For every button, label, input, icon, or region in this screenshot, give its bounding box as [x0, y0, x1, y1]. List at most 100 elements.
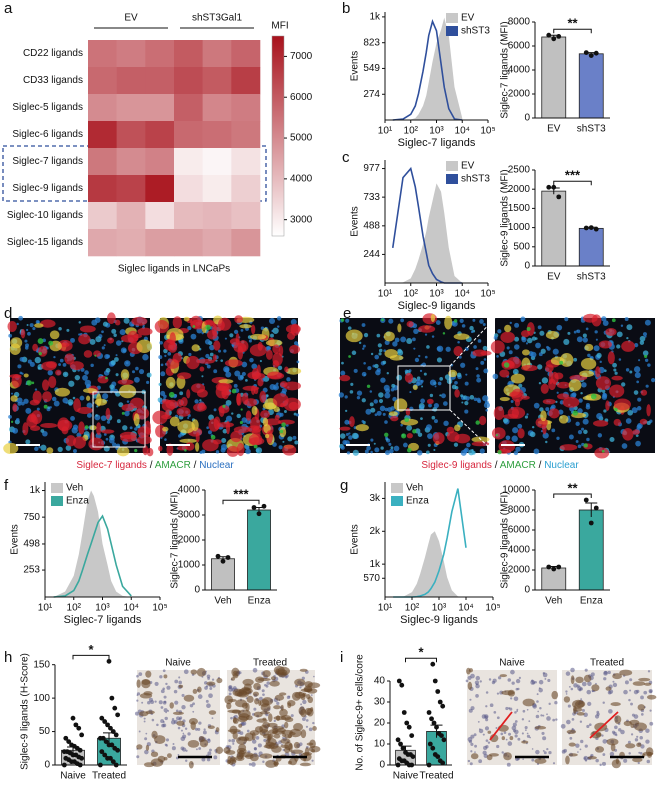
x-tick-label: 10⁴	[458, 603, 473, 614]
nucleus	[374, 354, 380, 360]
caption-part: /	[492, 460, 500, 471]
heat-cell	[202, 229, 232, 257]
stain	[216, 677, 223, 684]
stain	[114, 319, 121, 326]
stain	[506, 356, 522, 369]
nucleus	[434, 385, 437, 388]
cell	[587, 701, 592, 706]
stain	[131, 316, 148, 326]
y-tick-label: 1k	[369, 559, 381, 570]
stain	[401, 433, 407, 439]
stain	[48, 375, 57, 388]
nucleus	[95, 432, 102, 439]
nucleus	[533, 448, 540, 455]
nucleus	[644, 319, 651, 326]
cell	[608, 709, 613, 714]
cell	[629, 678, 633, 682]
nucleus	[443, 420, 449, 427]
nucleus	[173, 394, 178, 398]
cell	[579, 720, 583, 723]
nucleus	[34, 446, 39, 452]
cell	[537, 710, 539, 713]
x-tick-label: Veh	[545, 596, 562, 607]
cell	[602, 753, 606, 756]
cell	[623, 689, 628, 695]
stain	[388, 411, 398, 417]
nucleus	[529, 431, 536, 438]
x-tick-label: 10³	[429, 289, 444, 300]
colorbar-tick-label: 4000	[290, 173, 313, 184]
cell	[253, 707, 257, 711]
nucleus	[385, 388, 391, 394]
cell	[474, 744, 477, 748]
nucleus	[361, 419, 365, 423]
heat-cell	[174, 202, 203, 230]
nucleus	[457, 341, 460, 344]
cell	[563, 748, 568, 753]
cell	[178, 680, 182, 685]
stain	[244, 732, 254, 742]
cell	[189, 703, 194, 708]
data-point	[215, 553, 221, 559]
stain	[632, 681, 646, 686]
column-group-label: shST3Gal1	[192, 13, 242, 24]
nucleus	[389, 448, 394, 454]
stain	[264, 433, 270, 439]
nucleus	[417, 432, 423, 437]
nucleus	[74, 374, 81, 381]
cell	[473, 733, 477, 737]
nucleus	[624, 317, 629, 322]
nucleus	[388, 442, 392, 446]
nucleus	[637, 422, 643, 429]
cell	[580, 739, 584, 744]
stain	[197, 686, 202, 693]
nucleus	[508, 350, 513, 355]
x-tick-label: 10⁵	[152, 603, 167, 614]
cell	[603, 671, 608, 676]
nucleus	[111, 442, 117, 447]
stain	[227, 709, 241, 713]
significance-bracket	[405, 657, 437, 663]
stain	[266, 430, 273, 444]
cell	[203, 728, 206, 731]
y-tick-label: 8000	[508, 17, 531, 28]
nucleus	[295, 413, 299, 417]
nucleus	[241, 361, 248, 368]
data-point	[583, 225, 589, 231]
stain	[184, 449, 187, 452]
nucleus	[625, 418, 632, 424]
nucleus	[420, 398, 425, 404]
stain	[272, 352, 283, 366]
stain	[430, 314, 436, 322]
nucleus	[470, 330, 474, 334]
stain	[179, 438, 198, 443]
nucleus	[114, 357, 119, 362]
data-point	[430, 745, 436, 751]
stain	[43, 404, 48, 409]
cell	[636, 735, 639, 738]
data-point	[546, 564, 552, 570]
nucleus	[116, 419, 121, 424]
nucleus	[631, 407, 638, 414]
cell	[134, 711, 140, 716]
cell	[163, 695, 167, 699]
cell	[587, 681, 592, 687]
stain	[249, 343, 267, 357]
nucleus	[213, 369, 218, 374]
cell	[588, 723, 592, 727]
stain	[285, 324, 301, 334]
stain	[199, 366, 205, 372]
heat-cell	[231, 202, 261, 230]
row-label: CD33 ligands	[23, 75, 83, 86]
data-point	[105, 755, 110, 761]
nucleus	[374, 447, 380, 453]
nucleus	[255, 447, 263, 454]
cell	[627, 740, 631, 744]
x-tick-label: 10³	[95, 603, 110, 614]
stain	[643, 682, 652, 686]
stain	[208, 710, 217, 715]
nucleus	[629, 370, 633, 374]
stain	[225, 750, 236, 755]
nucleus	[248, 339, 252, 343]
cell	[517, 737, 521, 741]
